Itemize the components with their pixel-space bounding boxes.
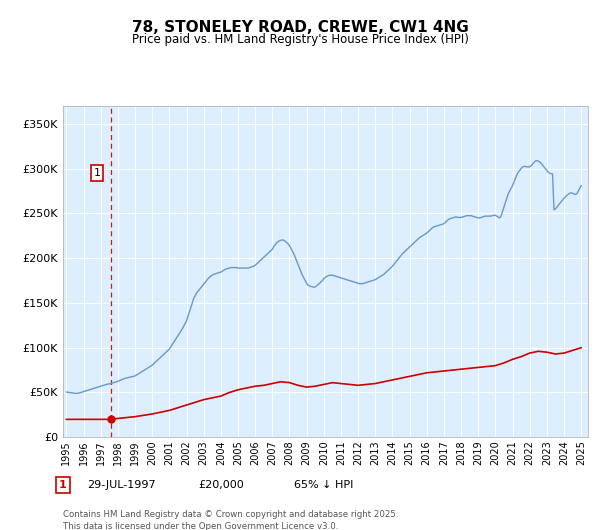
- Text: 1: 1: [94, 168, 100, 178]
- Text: 78, STONELEY ROAD, CREWE, CW1 4NG: 78, STONELEY ROAD, CREWE, CW1 4NG: [131, 20, 469, 35]
- Text: Contains HM Land Registry data © Crown copyright and database right 2025.
This d: Contains HM Land Registry data © Crown c…: [63, 510, 398, 530]
- Text: Price paid vs. HM Land Registry's House Price Index (HPI): Price paid vs. HM Land Registry's House …: [131, 33, 469, 46]
- Text: 29-JUL-1997: 29-JUL-1997: [87, 480, 155, 490]
- Text: 65% ↓ HPI: 65% ↓ HPI: [294, 480, 353, 490]
- Text: 1: 1: [59, 480, 67, 490]
- Text: £20,000: £20,000: [198, 480, 244, 490]
